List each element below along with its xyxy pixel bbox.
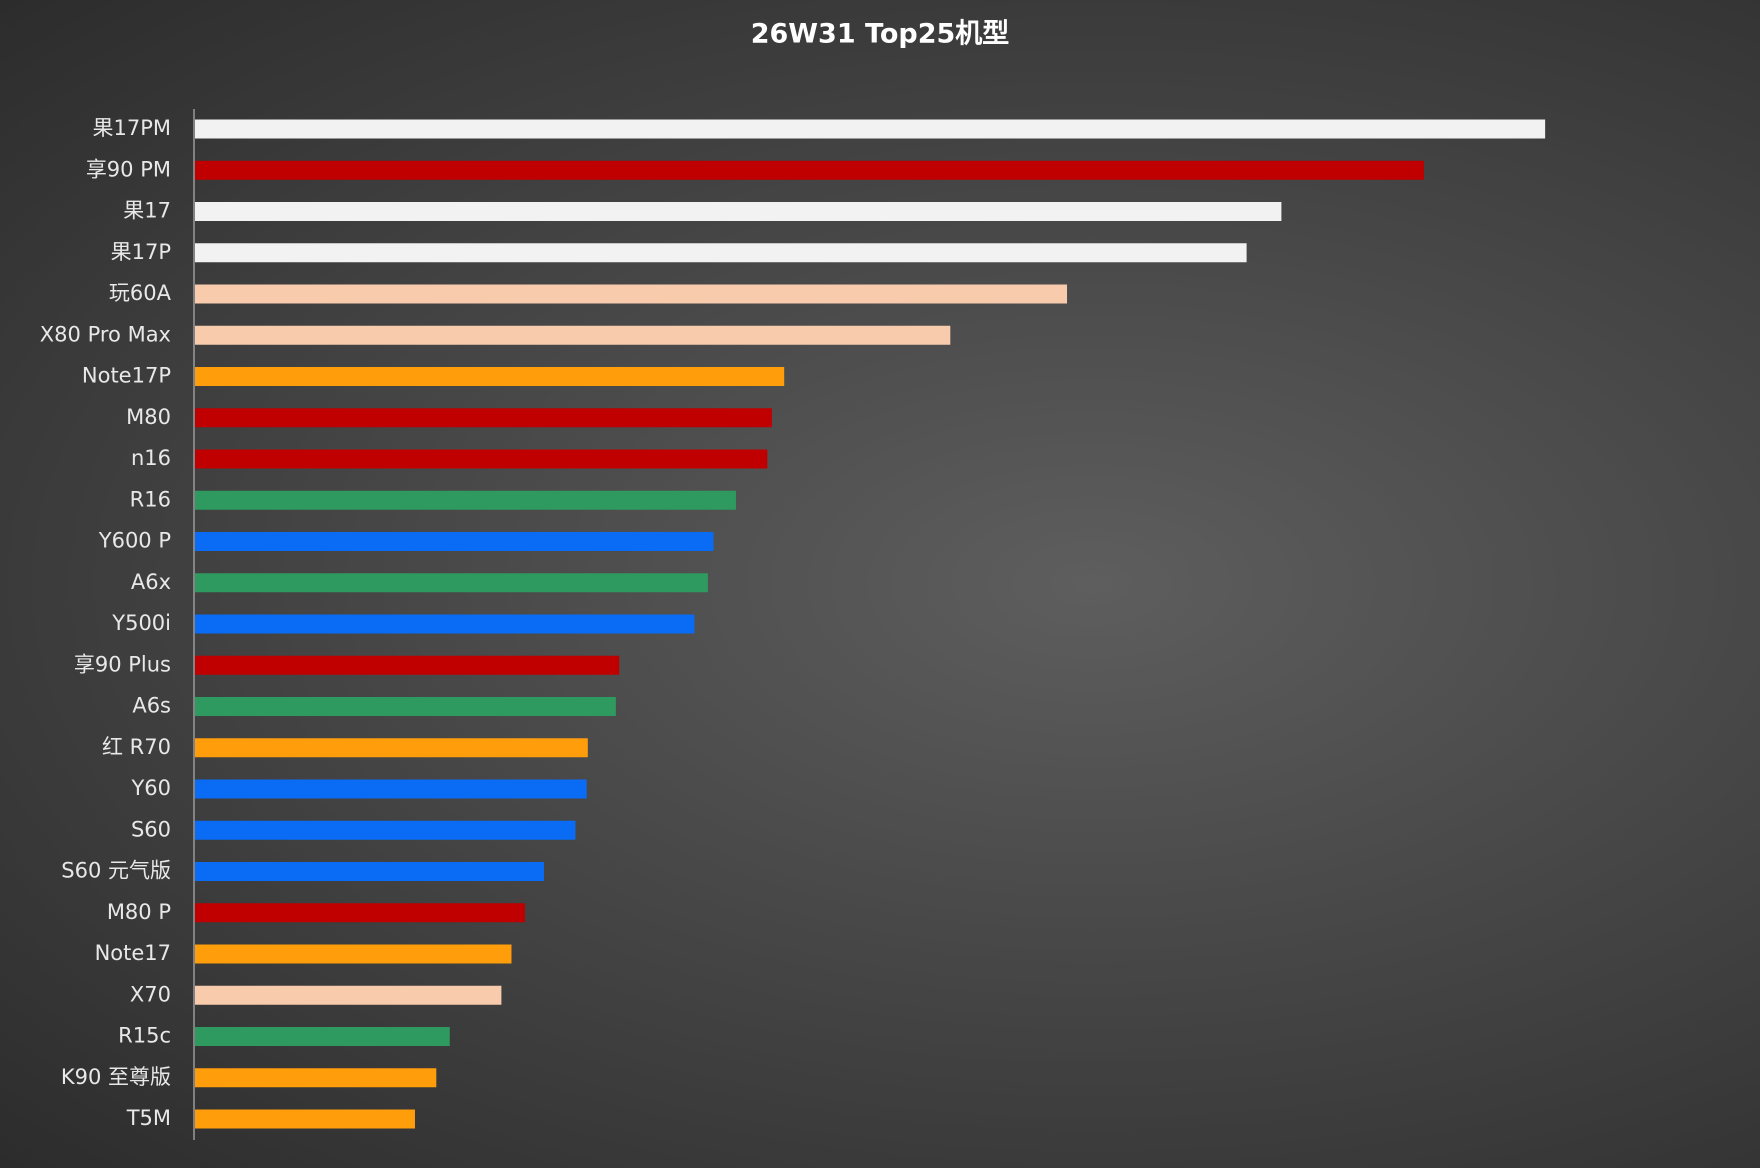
bar <box>195 490 736 510</box>
y-tick-label: 红 R70 <box>102 735 171 759</box>
y-tick-label: Y500i <box>111 611 171 635</box>
bar <box>195 243 1247 263</box>
y-tick-label: X70 <box>130 982 171 1006</box>
chart-title: 26W31 Top25机型 <box>751 19 1010 50</box>
y-tick-label: Y60 <box>130 776 171 800</box>
y-tick-label: T5M <box>126 1106 171 1130</box>
bar <box>195 573 708 593</box>
y-tick-label: 享90 PM <box>86 157 171 181</box>
y-tick-label: X80 Pro Max <box>40 322 171 346</box>
bar <box>195 284 1068 304</box>
y-tick-label: R15c <box>118 1024 171 1048</box>
y-tick-label: 玩60A <box>109 281 172 305</box>
y-tick-label: n16 <box>131 446 171 470</box>
bar <box>195 697 616 716</box>
y-tick-label: K90 至尊版 <box>61 1065 171 1089</box>
bar <box>195 1068 437 1088</box>
bar <box>195 367 785 386</box>
y-tick-label: 果17PM <box>92 116 171 140</box>
bar <box>195 119 1546 139</box>
bar <box>195 202 1282 221</box>
bar <box>195 1027 450 1046</box>
y-tick-label: 果17P <box>111 240 171 264</box>
y-tick-label: S60 <box>131 817 171 841</box>
bar <box>195 985 502 1005</box>
bar <box>195 408 772 428</box>
bar <box>195 160 1424 180</box>
bar <box>195 614 695 634</box>
bar <box>195 862 545 881</box>
bar <box>195 820 576 840</box>
y-tick-label: S60 元气版 <box>61 859 171 883</box>
bar <box>195 449 768 469</box>
y-tick-label: M80 <box>126 405 171 429</box>
y-tick-label: Y600 P <box>98 529 171 553</box>
bar <box>195 944 512 964</box>
y-tick-label: 果17 <box>123 199 171 223</box>
y-tick-label: 享90 Plus <box>74 652 171 676</box>
y-tick-label: Note17P <box>82 364 171 388</box>
bar <box>195 325 951 345</box>
bar <box>195 779 587 799</box>
y-tick-label: A6s <box>132 694 171 718</box>
y-tick-label: R16 <box>130 487 171 511</box>
bar <box>195 1109 415 1129</box>
y-tick-label: A6x <box>131 570 171 594</box>
y-tick-label: Note17 <box>95 941 171 965</box>
bar <box>195 738 588 758</box>
bar <box>195 655 620 675</box>
bar <box>195 532 714 551</box>
bar <box>195 903 525 923</box>
y-tick-label: M80 P <box>107 900 171 924</box>
